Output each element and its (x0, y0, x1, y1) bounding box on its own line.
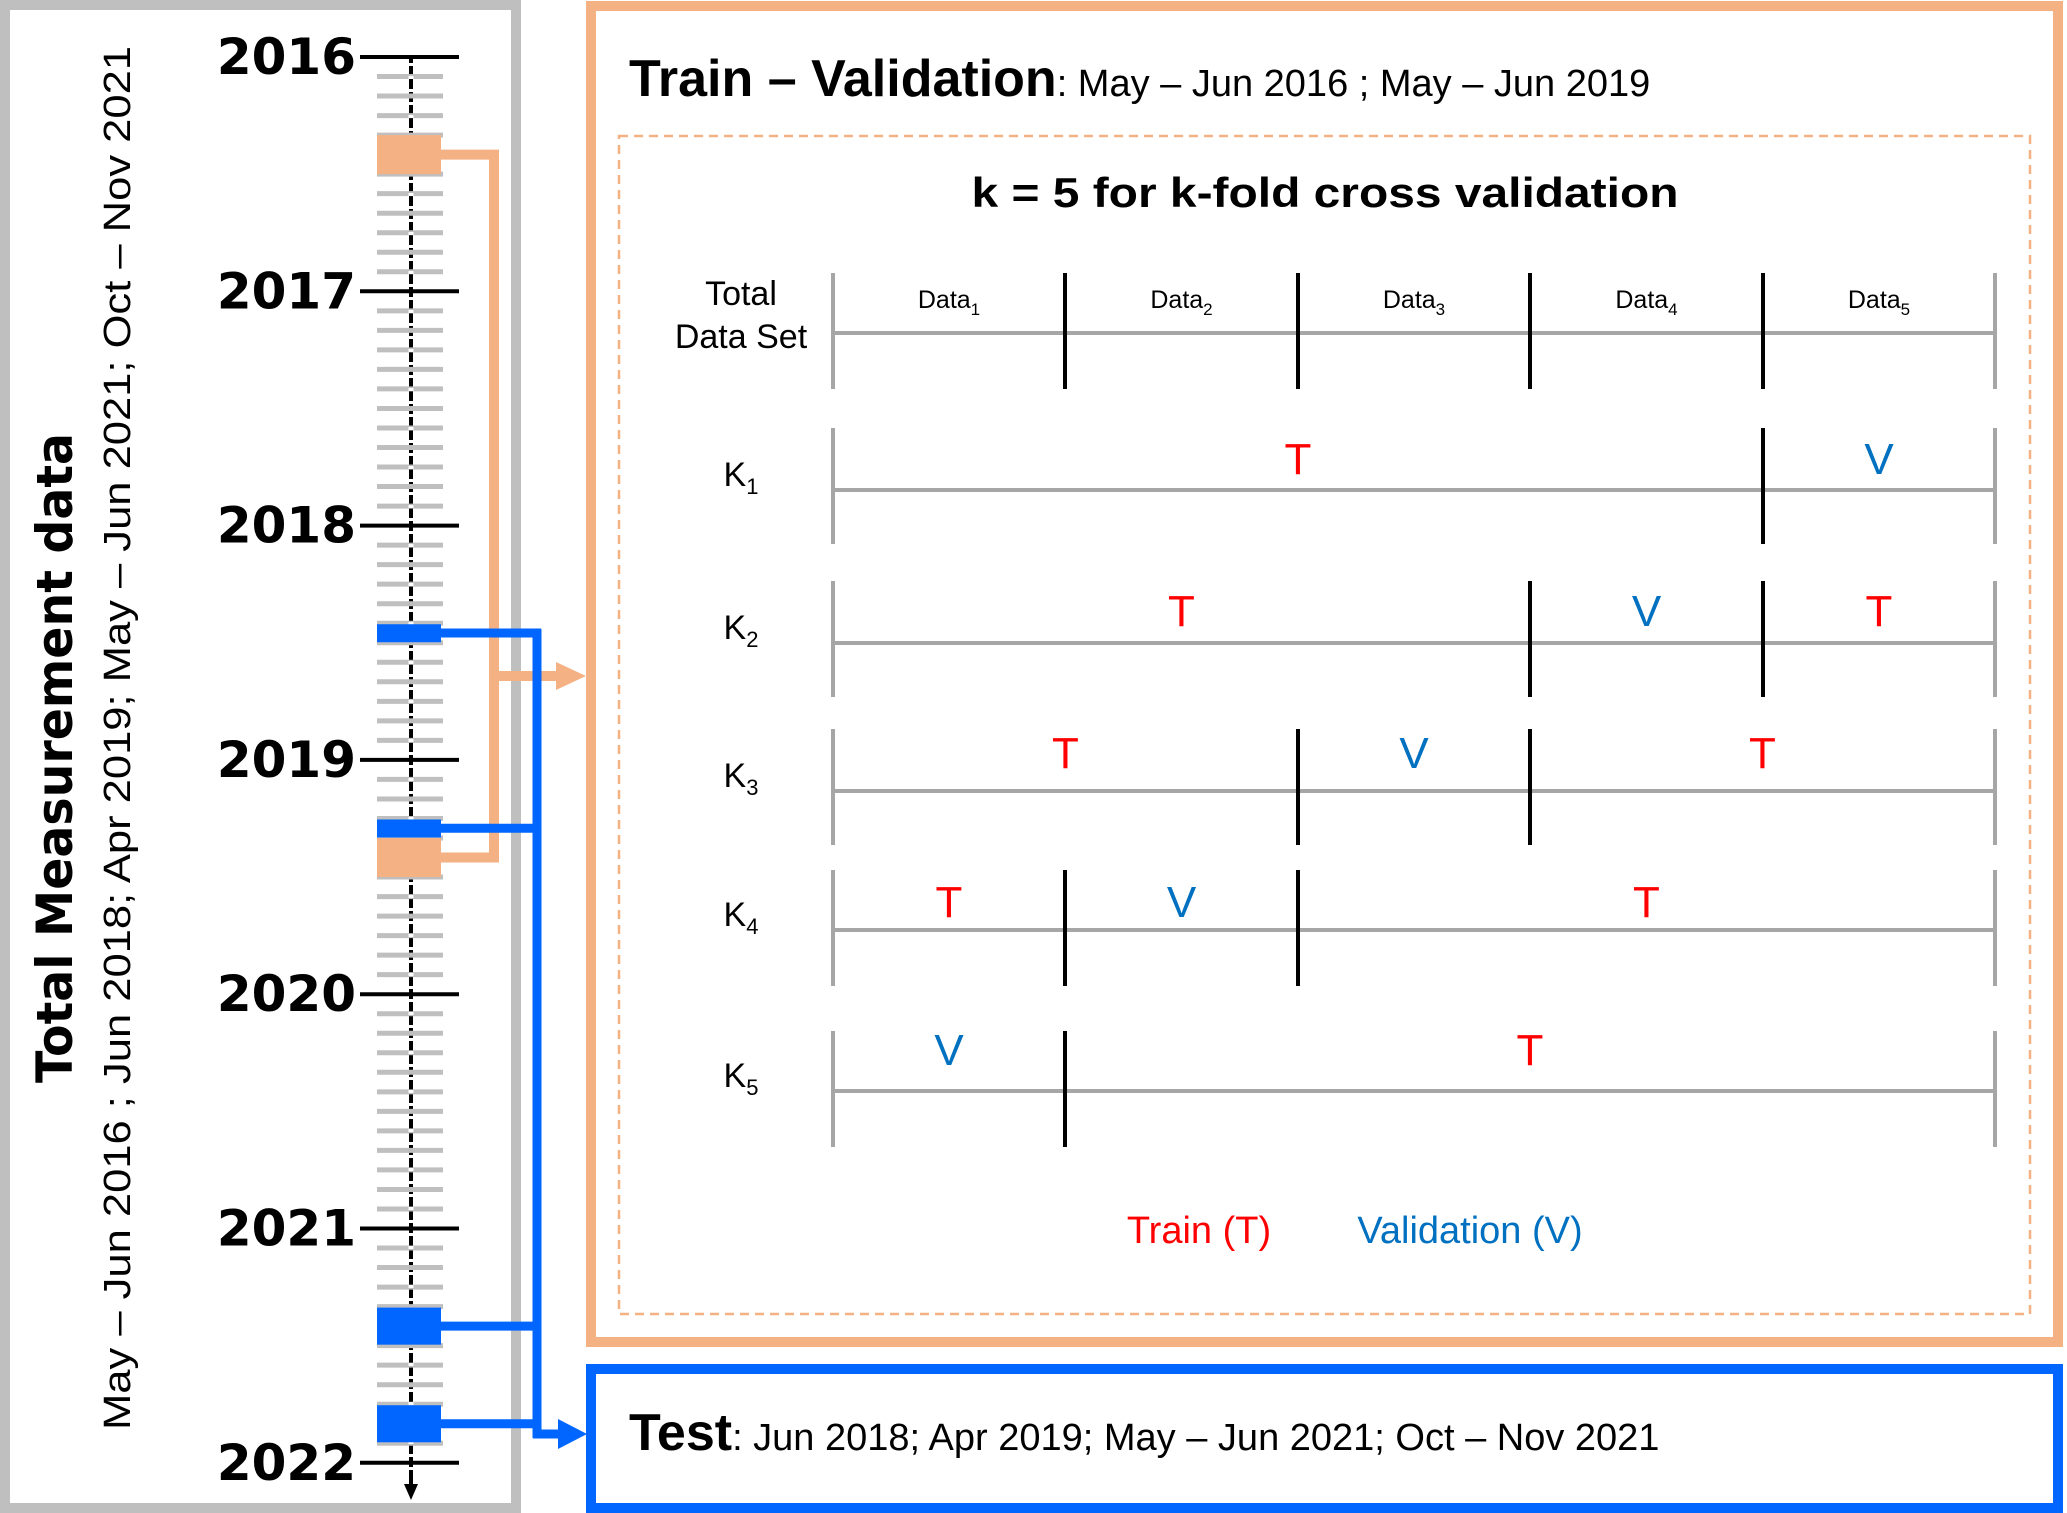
timeline-panel (0, 0, 521, 1513)
validation-marker: V (1399, 729, 1429, 778)
year-label: 2022 (217, 1434, 356, 1492)
train-validation-arrow-icon (556, 662, 586, 690)
train-marker: T (1633, 878, 1660, 927)
connectors (441, 149, 587, 1449)
total-data-set-label: Total (705, 275, 777, 313)
test-period-block (377, 1307, 441, 1345)
train-validation-period-block (377, 135, 441, 175)
cv-title: k = 5 for k-fold cross validation (972, 169, 1679, 216)
train-marker: T (1285, 435, 1312, 484)
train-marker: T (936, 878, 963, 927)
validation-marker: V (1632, 587, 1662, 636)
fold-label: K2 (724, 609, 759, 652)
cv-box (617, 134, 2032, 1316)
train-validation-period-block (377, 838, 441, 878)
train-marker: T (1866, 587, 1893, 636)
train-validation-connector (441, 149, 499, 863)
data-partition-label: Data3 (1383, 286, 1445, 319)
timeline-title: Total Measurement data (26, 433, 84, 1083)
test-period-block (377, 624, 441, 643)
legend-validation: Validation (V) (1357, 1210, 1582, 1252)
test-title: Test: Jun 2018; Apr 2019; May – Jun 2021… (629, 1404, 1659, 1462)
timeline-subtitle: May – Jun 2016 ; Jun 2018; Apr 2019; May… (97, 46, 139, 1430)
test-period-block (377, 1405, 441, 1443)
year-label: 2016 (217, 28, 356, 86)
fold-label: K5 (724, 1057, 759, 1100)
data-partition-label: Data2 (1150, 286, 1212, 319)
cv-grid: Total Data Set Data1 Data2 Data3 Data4 Data5 K1… (675, 273, 1997, 1147)
total-data-set-label: Data Set (675, 318, 808, 356)
validation-marker: V (934, 1026, 964, 1075)
fold-label: K1 (724, 456, 759, 499)
legend-train: Train (T) (1127, 1210, 1271, 1252)
year-label: 2019 (217, 731, 356, 789)
axis-arrow-icon (404, 1484, 418, 1500)
test-periods: : Jun 2018; Apr 2019; May – Jun 2021; Oc… (732, 1417, 1659, 1459)
test-panel (586, 1364, 2063, 1513)
fold-label: K4 (724, 896, 759, 939)
timeline-axis: 2016 2017 2018 2019 2020 2021 2022 (217, 28, 459, 1500)
validation-marker: V (1167, 878, 1197, 927)
test-period-block (377, 819, 441, 838)
year-label: 2020 (217, 965, 356, 1023)
data-partition-label: Data5 (1848, 286, 1910, 319)
year-label: 2018 (217, 497, 356, 555)
year-label: 2017 (217, 262, 356, 320)
train-marker: T (1517, 1026, 1544, 1075)
fold-row-2: K2 T V T (724, 581, 1997, 697)
fold-row-3: K3 T V T (724, 729, 1997, 845)
test-title-bold: Test (629, 1404, 732, 1462)
train-validation-panel (586, 1, 2063, 1347)
train-validation-title: Train – Validation: May – Jun 2016 ; May… (629, 50, 1650, 108)
fold-label: K3 (724, 757, 759, 800)
test-arrow-icon (558, 1419, 587, 1449)
year-label: 2021 (217, 1200, 356, 1258)
fold-row-1: K1 T V (724, 428, 1997, 544)
train-validation-periods: : May – Jun 2016 ; May – Jun 2019 (1057, 63, 1651, 105)
fold-row-5: K5 V T (724, 1026, 1997, 1147)
train-marker: T (1749, 729, 1776, 778)
train-marker: T (1052, 729, 1079, 778)
fold-row-4: K4 T V T (724, 870, 1997, 986)
data-partition-label: Data4 (1615, 286, 1677, 319)
validation-marker: V (1864, 435, 1894, 484)
train-validation-title-bold: Train – Validation (629, 50, 1057, 108)
data-partition-label: Data1 (918, 286, 980, 319)
train-marker: T (1168, 587, 1195, 636)
